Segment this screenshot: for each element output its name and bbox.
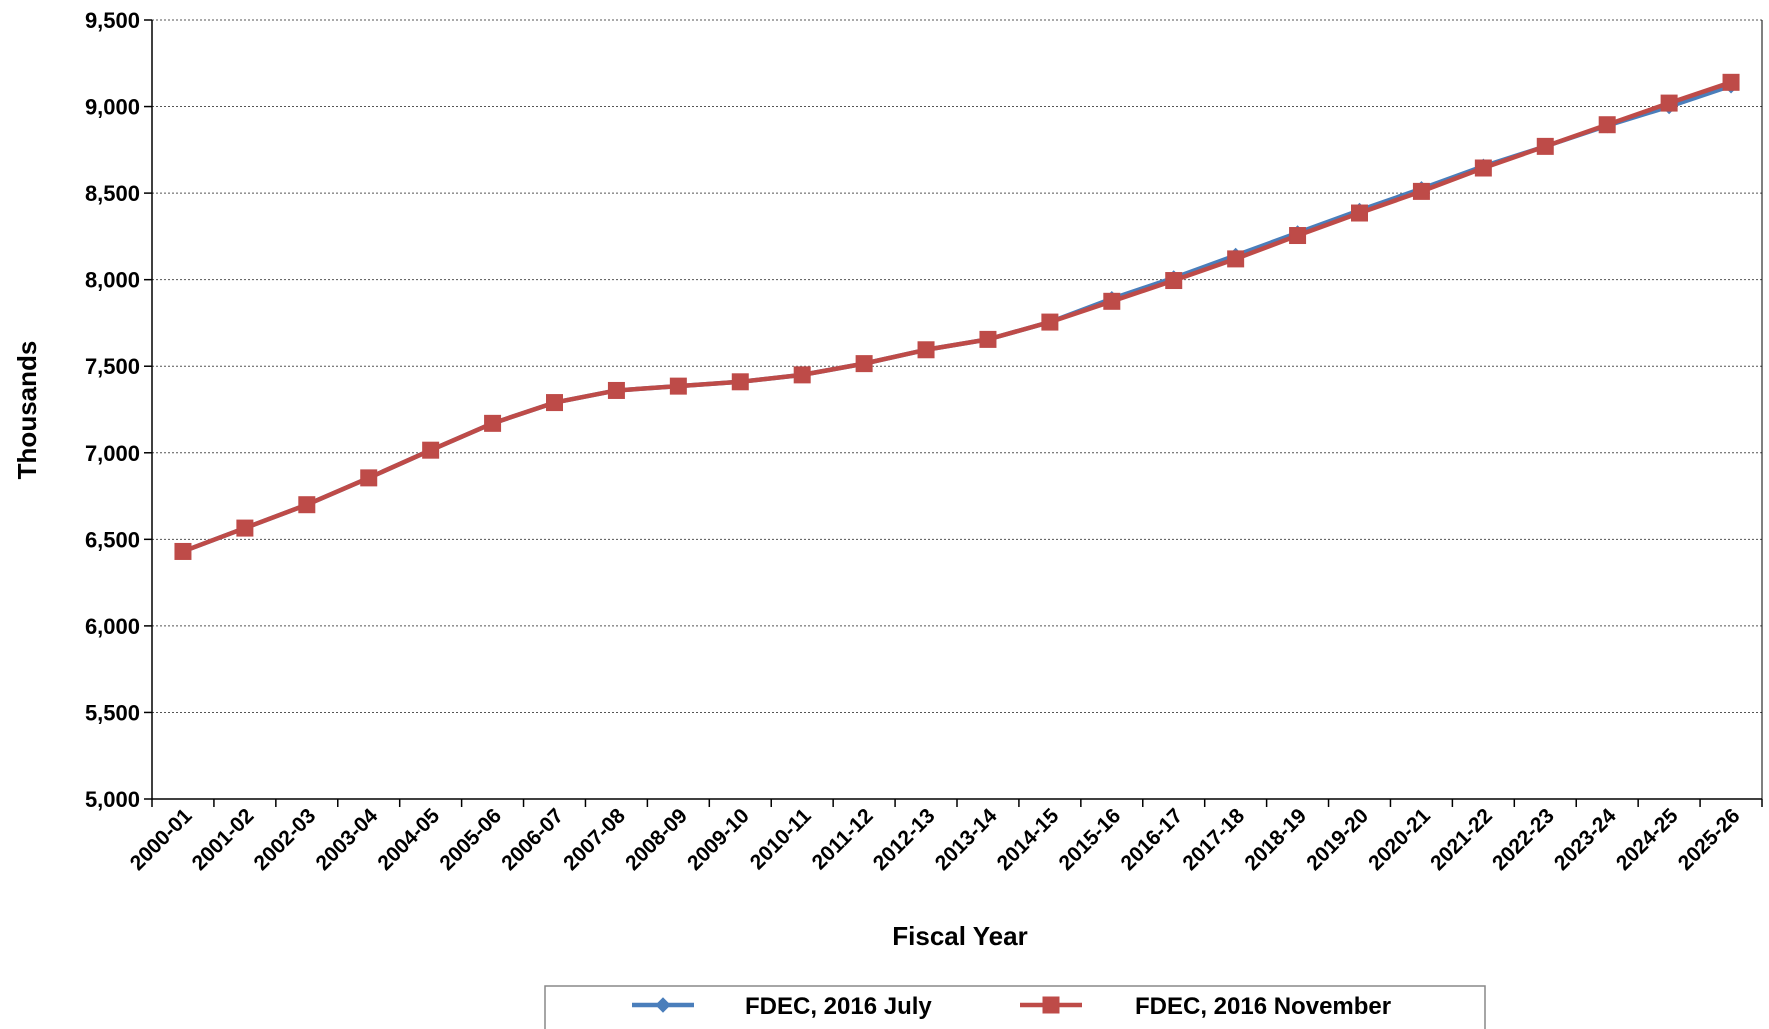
x-tick-label: 2015-16 (1055, 804, 1126, 875)
x-tick-label: 2012-13 (869, 804, 940, 875)
x-tick-label: 2008-09 (621, 804, 692, 875)
series-group (174, 73, 1740, 560)
data-point (1722, 73, 1740, 91)
data-point (1227, 250, 1245, 268)
data-point (236, 519, 254, 537)
y-axis-title: Thousands (12, 341, 42, 480)
gridlines (152, 19, 1762, 713)
series-line (182, 83, 1732, 554)
data-point (669, 377, 687, 395)
x-tick-label: 2020-21 (1364, 804, 1435, 875)
y-tick-label: 6,000 (85, 614, 140, 639)
x-tick-label: 2022-23 (1488, 804, 1559, 875)
x-tick-label: 2002-03 (250, 804, 321, 875)
data-point (1165, 272, 1183, 290)
x-tick-label: 2004-05 (373, 804, 444, 875)
y-tick-label: 8,500 (85, 181, 140, 206)
x-tick-label: 2014-15 (993, 804, 1064, 875)
data-point (607, 381, 625, 399)
x-tick-label: 2010-11 (746, 804, 816, 874)
x-tick-label: 2017-18 (1178, 804, 1249, 875)
y-tick-label: 6,500 (85, 527, 140, 552)
legend-item-1: FDEC, 2016 July (632, 993, 932, 1020)
x-tick-label: 2005-06 (435, 804, 506, 875)
y-tick-label: 9,500 (85, 8, 140, 33)
y-tick-label: 7,500 (85, 354, 140, 379)
series-line (182, 80, 1732, 554)
x-tick-label: 2018-19 (1240, 804, 1311, 875)
x-tick-label: 2013-14 (931, 804, 1002, 875)
legend-label: FDEC, 2016 July (745, 993, 932, 1020)
data-point (1474, 159, 1492, 177)
data-point (174, 542, 192, 560)
data-point (422, 441, 440, 459)
data-point (979, 330, 997, 348)
legend-label: FDEC, 2016 November (1135, 993, 1391, 1020)
data-point (1412, 182, 1430, 200)
legend: FDEC, 2016 July FDEC, 2016 November (544, 985, 1486, 1029)
y-tick-label: 9,000 (85, 95, 140, 120)
data-point (298, 496, 316, 514)
x-tick-label: 2023-24 (1550, 804, 1621, 875)
data-point (1660, 94, 1678, 112)
x-tick-label: 2001-02 (188, 804, 259, 875)
series-2 (174, 73, 1740, 560)
x-axis-ticks: 2000-012001-022002-032003-042004-052005-… (126, 799, 1763, 875)
x-tick-label: 2003-04 (312, 804, 383, 875)
legend-marker (1042, 996, 1060, 1014)
data-point (1351, 204, 1368, 222)
y-tick-label: 7,000 (85, 441, 140, 466)
series-1 (175, 78, 1739, 560)
data-point (546, 394, 563, 412)
x-tick-label: 2016-17 (1117, 804, 1188, 875)
data-point (1289, 227, 1307, 245)
x-tick-label: 2024-25 (1612, 804, 1683, 875)
x-tick-label: 2025-26 (1674, 804, 1745, 875)
x-tick-label: 2009-10 (683, 804, 754, 875)
data-point (360, 469, 378, 487)
data-point (484, 414, 502, 432)
data-point (917, 341, 935, 359)
x-axis-title: Fiscal Year (892, 921, 1027, 951)
x-tick-label: 2007-08 (559, 804, 630, 875)
data-point (731, 373, 749, 391)
data-point (1598, 116, 1616, 134)
data-point (793, 366, 811, 384)
y-tick-label: 5,000 (85, 787, 140, 812)
data-point (855, 355, 873, 373)
data-point (1536, 137, 1554, 155)
x-tick-label: 2019-20 (1302, 804, 1373, 875)
axes (151, 20, 1763, 800)
x-tick-label: 2006-07 (497, 804, 568, 875)
legend-box (544, 985, 1486, 1029)
y-tick-label: 8,000 (85, 268, 140, 293)
data-point (1041, 313, 1059, 331)
x-tick-label: 2011-12 (808, 804, 878, 874)
legend-marker (655, 997, 671, 1013)
legend-item-2: FDEC, 2016 November (1020, 993, 1391, 1020)
x-tick-label: 2021-22 (1426, 804, 1497, 875)
data-point (1103, 292, 1121, 310)
y-tick-label: 5,500 (85, 700, 140, 725)
x-tick-label: 2000-01 (126, 804, 197, 875)
y-axis-ticks: 5,000 5,500 6,000 6,500 7,000 7,500 8,000 8,500… (85, 8, 152, 812)
